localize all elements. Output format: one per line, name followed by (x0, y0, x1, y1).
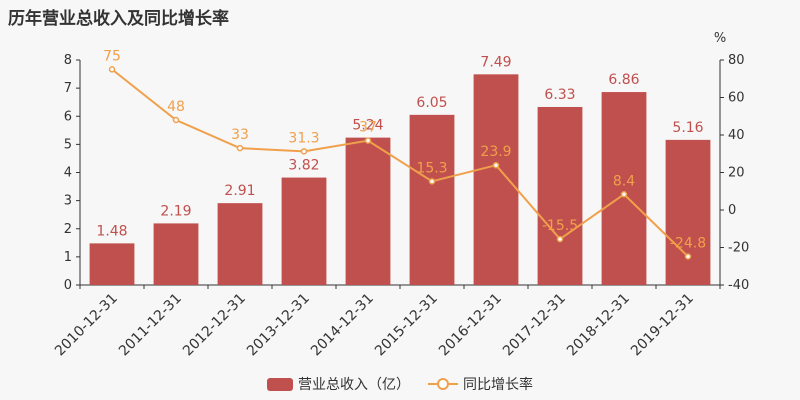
y-right-tick-label: -40 (728, 278, 749, 293)
legend-label-growth: 同比增长率 (463, 377, 533, 393)
growth-point (364, 137, 372, 144)
x-tick-label: 2016-12-31 (436, 291, 505, 360)
bar-value-label: 2.19 (160, 203, 191, 219)
y-left-tick-label: 4 (64, 166, 72, 181)
growth-point (172, 116, 180, 124)
growth-value-label: -15.5 (542, 218, 578, 234)
legend-item-revenue[interactable]: 营业总收入（亿） (267, 374, 410, 394)
bar (89, 243, 135, 285)
x-tick-label: 2010-12-31 (52, 291, 121, 360)
x-tick-label: 2013-12-31 (244, 291, 313, 360)
y-right-tick-label: 60 (728, 91, 745, 106)
bar-value-label: 2.91 (224, 183, 255, 199)
y-right-tick-label: 40 (728, 128, 745, 143)
y-right-tick-label: 80 (728, 53, 745, 68)
x-tick-label: 2012-12-31 (180, 291, 249, 360)
bar-value-label: 7.49 (480, 54, 511, 70)
y-left-tick-label: 2 (64, 222, 72, 237)
legend-item-growth[interactable]: 同比增长率 (428, 374, 533, 394)
bar (281, 177, 327, 285)
growth-point (492, 161, 500, 169)
y-right-tick-label: 20 (728, 166, 745, 181)
growth-value-label: 37 (359, 120, 377, 136)
y-right-tick-label: -20 (728, 241, 749, 256)
y-right-unit: % (714, 31, 726, 46)
x-tick-label: 2011-12-31 (116, 291, 185, 360)
y-left-tick-label: 7 (64, 81, 72, 96)
bar-value-label: 1.48 (96, 223, 127, 239)
chart-legend: 营业总收入（亿） 同比增长率 (0, 374, 800, 394)
y-right-tick-label: 0 (728, 203, 736, 218)
growth-value-label: 33 (231, 127, 249, 143)
y-left-tick-label: 1 (64, 250, 72, 265)
x-tick-label: 2018-12-31 (564, 291, 633, 360)
legend-label-revenue: 营业总收入（亿） (298, 377, 410, 393)
bar-value-label: 3.82 (288, 158, 319, 174)
growth-value-label: 48 (167, 99, 185, 115)
y-left-tick-label: 0 (64, 278, 72, 293)
growth-point (236, 144, 244, 152)
growth-point (300, 148, 308, 155)
growth-value-label: 75 (103, 48, 121, 64)
growth-point (428, 178, 436, 185)
bar-value-label: 5.16 (672, 120, 703, 136)
bar-value-label: 6.05 (416, 95, 447, 111)
y-left-tick-label: 3 (64, 194, 72, 209)
growth-point (620, 191, 628, 198)
legend-bar-swatch (267, 377, 293, 391)
y-left-tick-label: 5 (64, 137, 72, 152)
growth-value-label: 15.3 (416, 160, 447, 176)
growth-value-label: -24.8 (670, 236, 706, 252)
x-tick-label: 2017-12-31 (500, 291, 569, 360)
growth-point (684, 253, 692, 260)
bar (153, 223, 199, 285)
bar (601, 92, 647, 285)
bar (409, 114, 455, 285)
chart-title: 历年营业总收入及同比增长率 (8, 9, 229, 29)
x-tick-label: 2015-12-31 (372, 291, 441, 360)
growth-line (111, 68, 689, 258)
bar (345, 137, 391, 285)
y-left-tick-label: 8 (64, 53, 72, 68)
bar (537, 106, 583, 285)
x-tick-label: 2019-12-31 (628, 291, 697, 360)
growth-value-label: 31.3 (288, 130, 319, 146)
growth-point (556, 235, 564, 243)
growth-value-label: 23.9 (480, 144, 511, 160)
bar-value-label: 6.33 (544, 87, 575, 103)
x-tick-label: 2014-12-31 (308, 291, 377, 360)
bar (473, 74, 519, 285)
bar (665, 139, 711, 285)
y-left-tick-label: 6 (64, 109, 72, 124)
growth-value-label: 8.4 (613, 173, 635, 189)
growth-point (108, 66, 116, 73)
bar (217, 203, 263, 285)
bar-value-label: 6.86 (608, 72, 639, 88)
legend-line-swatch (428, 377, 458, 391)
bar-value-label: 5.24 (352, 118, 383, 134)
